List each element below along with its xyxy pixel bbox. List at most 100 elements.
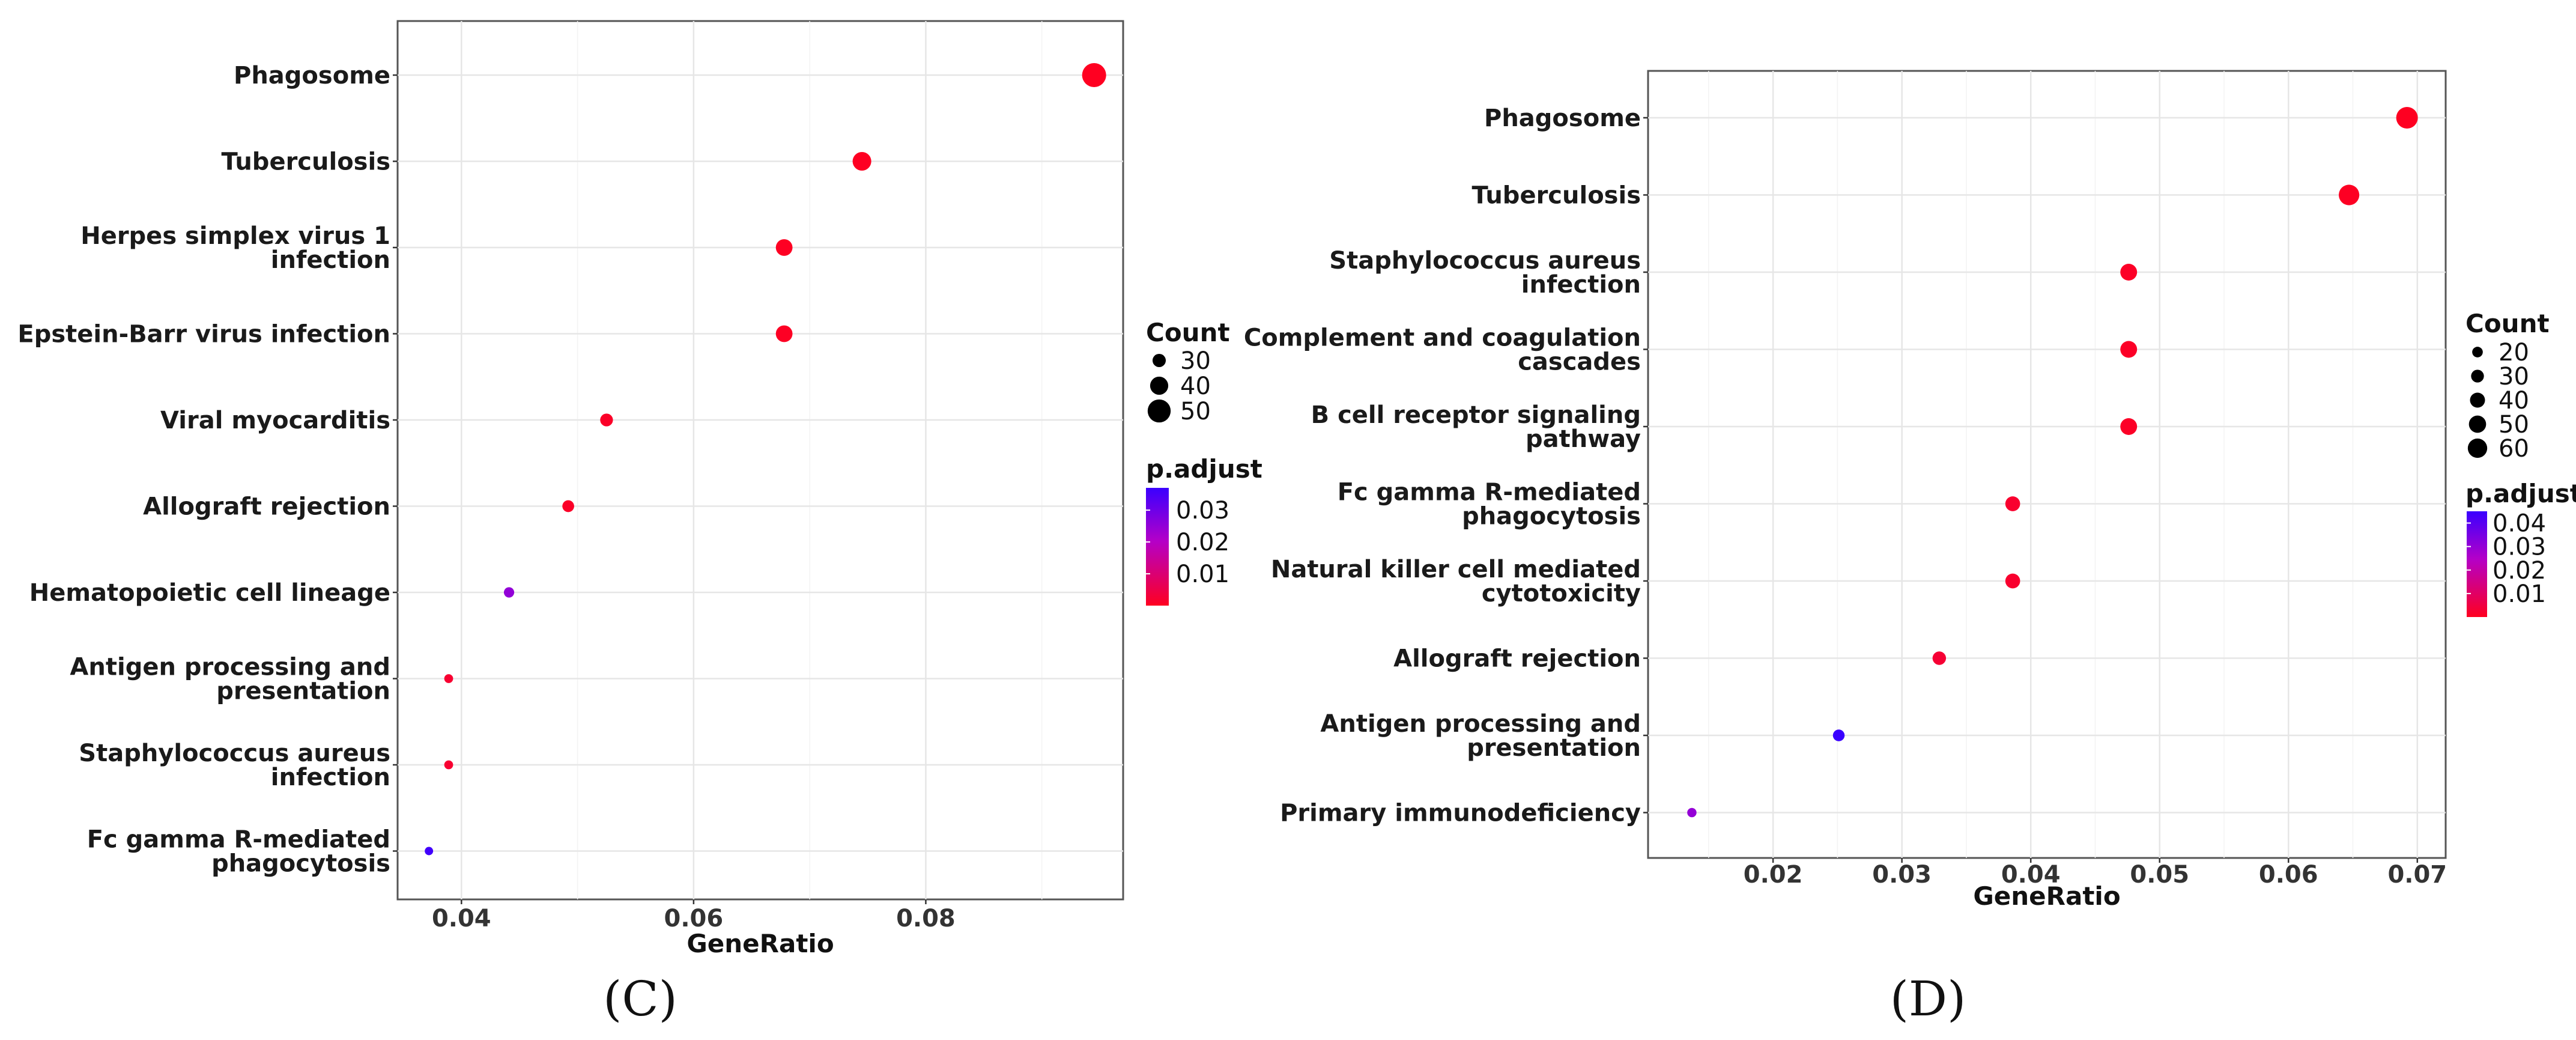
panel-d-x-ticks: 0.02 0.03 0.04 0.05 0.06 0.07 bbox=[1744, 858, 2447, 889]
panel-d-label: (D) bbox=[1890, 971, 1966, 1027]
panel-c-plot-area bbox=[396, 20, 1124, 901]
panel-d-term-label: B cell receptor signaling bbox=[1311, 401, 1641, 429]
panel-c-count-legend-dot bbox=[1152, 353, 1166, 368]
panel-d-term-label: Phagosome bbox=[1484, 105, 1641, 132]
panel-d-count-legend-label: 30 bbox=[2499, 363, 2529, 391]
panel-d-count-legend-label: 60 bbox=[2499, 435, 2529, 463]
panel-c-term-label: Allograft rejection bbox=[143, 493, 390, 521]
panel-c-point bbox=[503, 587, 515, 598]
panel-d-point bbox=[2005, 496, 2020, 511]
panel-d-term-label: phagocytosis bbox=[1462, 503, 1641, 531]
panel-c-term-label: Epstein-Barr virus infection bbox=[17, 321, 390, 348]
panel-d-x-tick-label: 0.05 bbox=[2130, 861, 2189, 889]
panel-d-padj-tick-label: 0.02 bbox=[2493, 557, 2546, 585]
panel-d-count-legend-dot bbox=[2471, 369, 2484, 383]
panel-c-term-label: Herpes simplex virus 1 bbox=[80, 222, 390, 250]
panel-d-x-tick-label: 0.04 bbox=[2001, 861, 2061, 889]
panel-c-term-label: Phagosome bbox=[234, 62, 390, 90]
panel-d-count-legend-label: 40 bbox=[2499, 387, 2529, 415]
panel-d-count-legend-dot bbox=[2472, 347, 2483, 357]
panel-d-term-label: infection bbox=[1521, 271, 1641, 299]
panel-d-x-tick-label: 0.06 bbox=[2259, 861, 2318, 889]
panel-c-point bbox=[775, 239, 793, 256]
panel-d-count-legend-label: 20 bbox=[2499, 339, 2529, 366]
panel-c-point bbox=[444, 760, 453, 770]
panel-d-count-legend-dot bbox=[2468, 415, 2487, 433]
panel-d-term-label: cascades bbox=[1518, 348, 1641, 376]
panel-c-term-label: presentation bbox=[216, 678, 390, 705]
panel-c-term-label: infection bbox=[271, 764, 390, 791]
panel-c-count-legend-title: Count bbox=[1146, 318, 1230, 347]
panel-d-term-label: cytotoxicity bbox=[1482, 580, 1641, 607]
panel-c-x-tick-label: 0.08 bbox=[896, 905, 956, 932]
panel-c-term-label: Fc gamma R-mediated bbox=[87, 826, 390, 854]
panel-d-padj-legend-title: p.adjust bbox=[2465, 479, 2576, 508]
panel-c-grid bbox=[398, 21, 1123, 899]
panel-d-x-tick-label: 0.02 bbox=[1744, 861, 1803, 889]
panel-c-x-tick-label: 0.06 bbox=[664, 905, 724, 932]
panel-c-x-axis-title: GeneRatio bbox=[686, 929, 834, 958]
panel-d-term-label: Antigen processing and bbox=[1320, 710, 1641, 738]
panel-c-count-legend-label: 30 bbox=[1180, 347, 1211, 375]
panel-d-count-legend-dot bbox=[2467, 438, 2488, 458]
panel-c-term-label: Tuberculosis bbox=[221, 148, 390, 176]
panel-c-count-legend-dot bbox=[1147, 399, 1171, 423]
panel-c: Phagosome Tuberculosis Herpes simplex viru… bbox=[17, 20, 1262, 1027]
panel-d-plot-area bbox=[1647, 70, 2447, 859]
panel-d-points bbox=[1687, 107, 2418, 818]
panel-c-point bbox=[1082, 63, 1106, 87]
panel-c-point bbox=[562, 500, 574, 512]
panel-d-term-label: Primary immunodeficiency bbox=[1280, 800, 1641, 827]
panel-d-padj-legend-ticks: 0.040.030.020.01 bbox=[2467, 510, 2546, 608]
panel-d-term-label: pathway bbox=[1526, 425, 1641, 453]
panel-d-count-legend-label: 50 bbox=[2499, 411, 2529, 439]
panel-d-y-labels: Phagosome Tuberculosis Staphylococcus aure… bbox=[1244, 105, 1648, 827]
panel-d-point bbox=[2339, 184, 2360, 205]
panel-d-point bbox=[2005, 573, 2020, 589]
panel-c-label: (C) bbox=[603, 971, 677, 1027]
panel-d-term-label: Fc gamma R-mediated bbox=[1338, 479, 1641, 506]
panel-d-term-label: Tuberculosis bbox=[1471, 182, 1641, 210]
panel-c-term-label: infection bbox=[271, 246, 390, 274]
panel-c-padj-legend-title: p.adjust bbox=[1146, 454, 1262, 484]
panel-d-x-tick-label: 0.07 bbox=[2387, 861, 2447, 889]
panel-c-point bbox=[775, 325, 793, 342]
panel-c-term-label: phagocytosis bbox=[211, 850, 390, 878]
panel-d-point bbox=[2120, 264, 2138, 281]
panel-c-point bbox=[425, 847, 434, 856]
panel-c-padj-tick-label: 0.03 bbox=[1176, 497, 1229, 525]
panel-d-x-tick-label: 0.03 bbox=[1872, 861, 1932, 889]
panel-c-padj-legend: p.adjust 0.03 0.02 0.01 bbox=[1146, 454, 1262, 606]
panel-c-point bbox=[444, 674, 453, 683]
panel-c-points bbox=[425, 63, 1106, 856]
panel-c-y-labels: Phagosome Tuberculosis Herpes simplex viru… bbox=[17, 62, 398, 878]
panel-d-grid bbox=[1648, 71, 2446, 858]
panel-d-padj-tick-label: 0.04 bbox=[2493, 510, 2546, 538]
panel-d-term-label: presentation bbox=[1467, 734, 1641, 762]
panel-c-point bbox=[852, 151, 871, 171]
panel-c-point bbox=[600, 413, 613, 427]
panel-c-term-label: Antigen processing and bbox=[70, 654, 390, 681]
panel-c-padj-tick-label: 0.02 bbox=[1176, 529, 1229, 556]
panel-d-padj-tick-label: 0.03 bbox=[2493, 534, 2546, 561]
panel-c-term-label: Staphylococcus aureus bbox=[79, 740, 390, 767]
panel-d-point bbox=[2120, 418, 2138, 435]
panel-d-point bbox=[1832, 729, 1845, 741]
panel-d-point bbox=[2396, 107, 2418, 129]
panel-d-padj-legend: p.adjust 0.040.030.020.01 bbox=[2465, 479, 2576, 617]
panel-d-point bbox=[1687, 807, 1697, 818]
panel-d: Phagosome Tuberculosis Staphylococcus aure… bbox=[1244, 70, 2576, 1027]
panel-c-padj-colorbar bbox=[1146, 488, 1169, 606]
panel-c-x-tick-label: 0.04 bbox=[432, 905, 491, 932]
panel-c-count-legend-label: 50 bbox=[1180, 398, 1211, 425]
panel-c-term-label: Hematopoietic cell lineage bbox=[29, 579, 390, 607]
panel-c-padj-legend-ticks: 0.03 0.02 0.01 bbox=[1146, 497, 1229, 588]
panel-d-count-legend-title: Count bbox=[2465, 309, 2550, 338]
panel-d-padj-colorbar bbox=[2467, 511, 2487, 617]
panel-c-padj-tick-label: 0.01 bbox=[1176, 561, 1229, 588]
